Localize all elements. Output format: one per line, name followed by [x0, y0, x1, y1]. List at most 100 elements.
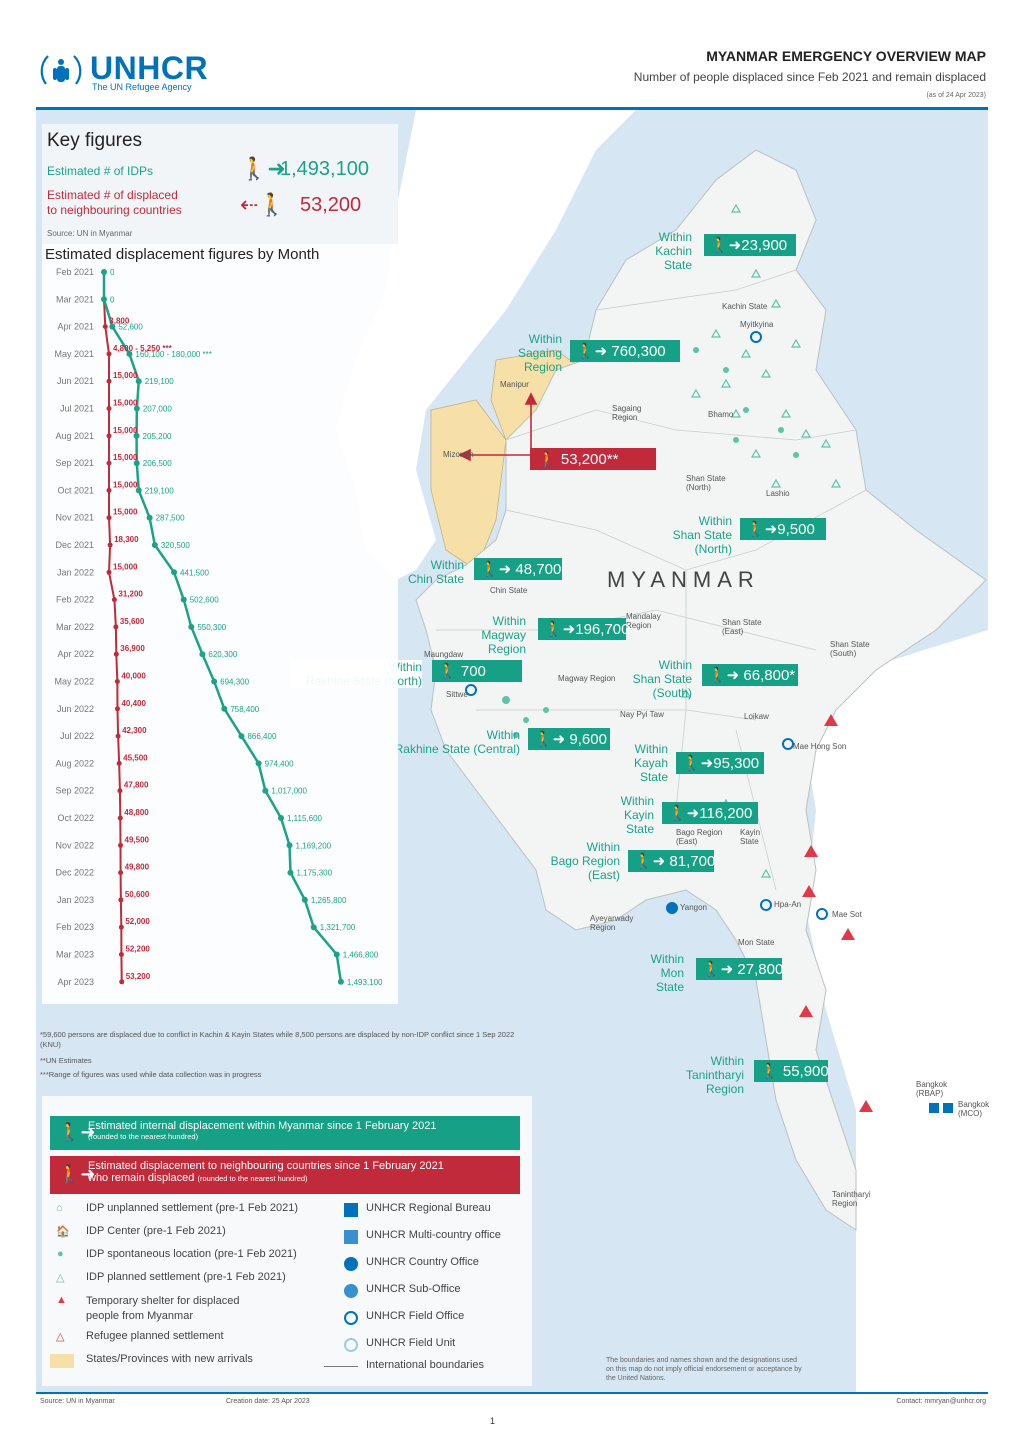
idp-walker-icon: 🚶➜: [668, 805, 700, 822]
outside-data-label: 18,300: [114, 535, 139, 544]
outside-data-label: 52,000: [125, 917, 150, 926]
yangon-office: [666, 902, 678, 914]
idp-data-label: 1,466,800: [343, 951, 379, 960]
idp-walker-icon: 🚶: [438, 663, 461, 680]
idp-walker-icon: 🚶➜: [58, 1122, 96, 1142]
chart-title: Estimated displacement figures by Month: [45, 246, 320, 263]
legend-item: △ IDP planned settlement (pre-1 Feb 2021): [56, 1271, 286, 1284]
legend-item: UNHCR Country Office: [342, 1256, 532, 1283]
place-label: Nay Pyi Taw: [620, 710, 664, 719]
month-tick-label: May 2022: [54, 677, 94, 687]
page-number: 1: [490, 1416, 496, 1426]
idp-data-label: 550,300: [197, 623, 226, 632]
idp-point: [278, 815, 285, 821]
month-tick-label: Jun 2021: [57, 376, 94, 386]
idp-data-label: 320,500: [161, 541, 190, 550]
place-label: Loikaw: [744, 712, 769, 721]
month-tick-label: Nov 2021: [55, 513, 94, 523]
place-label: Shan State (South): [830, 640, 870, 658]
month-tick-label: Feb 2023: [56, 922, 94, 932]
idp-walker-icon: 🚶➜: [240, 156, 286, 181]
place-label: Maungdaw: [424, 650, 464, 659]
idp-point: [255, 760, 262, 767]
bangkok-office-1: [929, 1103, 939, 1113]
footer-contact: Contact: mmryan@unhcr.org: [896, 1398, 986, 1405]
month-tick-label: Jan 2022: [57, 567, 94, 577]
myanmar-map: [336, 110, 988, 1392]
logo-subtitle: The UN Refugee Agency: [92, 82, 192, 92]
idp-data-label: 205,200: [143, 432, 172, 441]
place-label: Shan State (North): [686, 474, 726, 492]
idp-data-label: 206,500: [143, 459, 172, 468]
place-label: Sagaing Region: [612, 404, 642, 422]
idp-data-label: 866,400: [247, 732, 276, 741]
map-subtitle: Number of people displaced since Feb 202…: [633, 70, 986, 84]
map-disclaimer: The boundaries and names shown and the d…: [606, 1357, 802, 1382]
outside-displacement-box: 🚶 53,200**: [530, 448, 656, 470]
place-label: Lashio: [766, 489, 790, 498]
month-tick-label: Oct 2021: [57, 485, 94, 495]
callout-label: Within Kachin State: [655, 230, 692, 272]
idp-point: [262, 787, 269, 794]
idp-point: [199, 651, 206, 658]
outside-data-label: 42,300: [122, 726, 147, 735]
note-3: ***Range of figures was used while data …: [40, 1070, 262, 1079]
outside-point: [118, 842, 123, 848]
idp-walker-icon: 🚶➜: [682, 755, 714, 772]
key-figures-source: Source: UN in Myanmar: [47, 229, 133, 238]
idp-data-label: 694,300: [220, 678, 249, 687]
neighbour-label: Estimated # of displaced to neighbouring …: [47, 188, 182, 217]
idp-data-label: 502,600: [190, 596, 219, 605]
note-2: **UN Estimates: [40, 1056, 92, 1065]
month-tick-label: Mar 2022: [56, 622, 94, 632]
outside-point: [106, 378, 112, 384]
idp-point: [180, 596, 187, 603]
idp-data-label: 1,493,100: [347, 978, 383, 987]
callout-label: Within Tanintharyi Region: [685, 1054, 744, 1096]
outside-data-label: 53,200: [126, 972, 151, 981]
header-divider: [36, 107, 988, 110]
legend-right-list: UNHCR Regional Bureau UNHCR Multi-countr…: [324, 1202, 532, 1381]
month-tick-label: Aug 2021: [55, 431, 94, 441]
idp-point: [188, 623, 195, 630]
callout-value: 🚶➜116,200: [662, 802, 758, 824]
outside-point: [113, 624, 119, 630]
idp-point: [337, 978, 344, 985]
month-tick-label: Feb 2022: [56, 595, 94, 605]
month-tick-label: Apr 2022: [57, 649, 94, 659]
place-label: Shan State (East): [722, 618, 762, 636]
idp-data-label: 758,400: [230, 705, 259, 714]
note-1: *59,600 persons are displaced due to con…: [40, 1030, 515, 1049]
place-label: Kayin State: [740, 828, 761, 846]
idp-data-label: 0: [110, 268, 115, 277]
field-unit-icon: [344, 1338, 358, 1352]
idp-point: [333, 951, 340, 958]
place-label: Bago Region (East): [676, 828, 723, 846]
legend-item: UNHCR Field Unit: [342, 1337, 532, 1359]
idp-walker-icon: 🚶➜: [534, 731, 570, 748]
idp-point: [109, 323, 116, 330]
place-label: Sittwe: [446, 690, 468, 699]
callout-label: Within Kayah State: [633, 742, 668, 784]
outside-point: [114, 679, 120, 684]
idp-walker-icon: 🚶➜: [634, 853, 670, 870]
place-label: Bangkok (MCO): [958, 1100, 990, 1118]
idp-data-label: 287,500: [156, 514, 185, 523]
outflow-arrows: [458, 392, 538, 462]
idp-walker-icon: 🚶➜: [544, 621, 576, 638]
month-tick-label: Jul 2022: [60, 731, 94, 741]
outside-data-label: 3,800: [109, 317, 130, 326]
callout-label: Within Magway Region: [481, 614, 526, 656]
callout-value: 🚶➜ 81,700: [628, 850, 715, 872]
idp-walker-icon: 🚶➜: [702, 961, 738, 978]
outside-point: [118, 924, 124, 930]
thailand-land: [796, 630, 988, 1392]
legend-item: ▲ Temporary shelter for displaced people f…: [56, 1294, 240, 1322]
outside-point: [106, 487, 112, 493]
idp-point: [238, 733, 245, 740]
idp-point: [301, 896, 308, 903]
country-label: MYANMAR: [607, 567, 760, 592]
month-tick-label: Jun 2022: [57, 704, 94, 714]
unhcr-logo: UNHCR The UN Refugee Agency: [38, 50, 228, 98]
unhcr-office-markers: [465, 331, 828, 920]
